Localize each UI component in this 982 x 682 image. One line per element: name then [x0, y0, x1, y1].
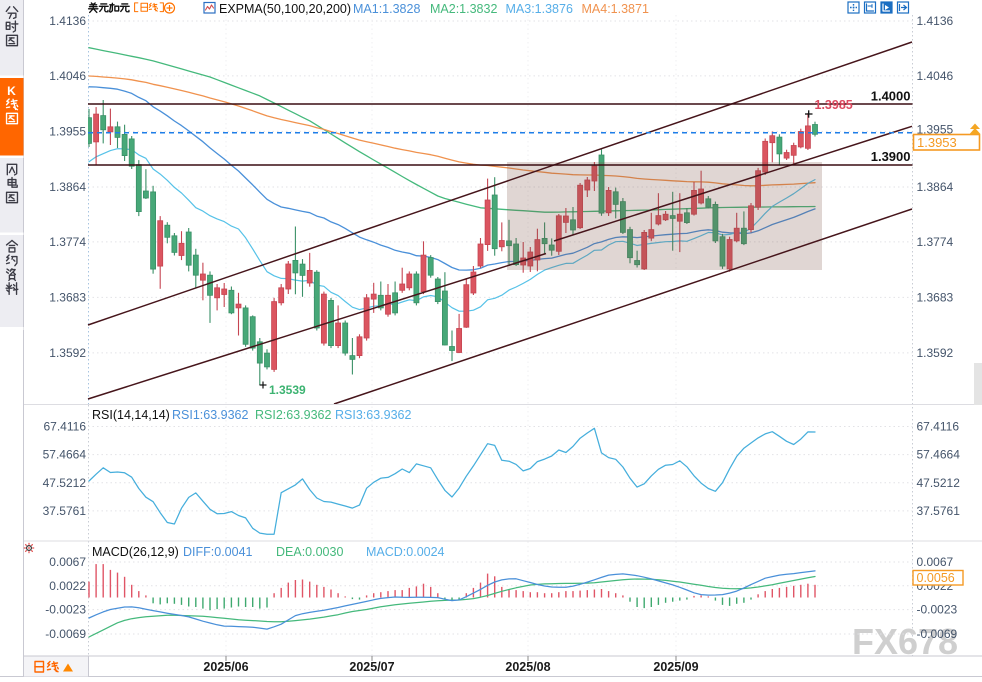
svg-text:1.3774: 1.3774	[49, 235, 86, 249]
svg-text:1.3955: 1.3955	[917, 123, 954, 137]
svg-text:K: K	[7, 84, 16, 98]
svg-text:1.4046: 1.4046	[49, 69, 86, 83]
svg-text:RSI(14,14,14): RSI(14,14,14)	[92, 408, 170, 422]
svg-text:-0.0023: -0.0023	[917, 603, 958, 617]
svg-text:1.3683: 1.3683	[49, 290, 86, 304]
svg-text:67.4116: 67.4116	[44, 420, 87, 434]
svg-text:1.3985: 1.3985	[815, 98, 853, 112]
svg-text:-0.0069: -0.0069	[45, 627, 86, 641]
svg-text:47.5212: 47.5212	[917, 476, 961, 490]
svg-text:0.0056: 0.0056	[917, 571, 955, 585]
svg-text:MA4:1.3871: MA4:1.3871	[582, 2, 649, 16]
svg-text:RSI2:63.9362: RSI2:63.9362	[255, 408, 331, 422]
svg-text:1.3592: 1.3592	[49, 346, 86, 360]
svg-text:1.4046: 1.4046	[917, 69, 954, 83]
svg-text:1.3953: 1.3953	[917, 135, 957, 150]
svg-text:RSI1:63.9362: RSI1:63.9362	[172, 408, 248, 422]
svg-text:57.4664: 57.4664	[917, 448, 961, 462]
svg-text:1.3864: 1.3864	[49, 180, 86, 194]
svg-text:DEA:0.0030: DEA:0.0030	[276, 545, 343, 559]
svg-text:47.5212: 47.5212	[43, 476, 87, 490]
svg-text:1.3900: 1.3900	[871, 149, 911, 164]
svg-text:2025/08: 2025/08	[505, 660, 550, 674]
svg-text:1.3592: 1.3592	[917, 346, 954, 360]
svg-text:0.0022: 0.0022	[49, 579, 86, 593]
svg-text:MACD(26,12,9): MACD(26,12,9)	[92, 545, 179, 559]
svg-text:1.3539: 1.3539	[269, 383, 306, 397]
svg-text:1.3683: 1.3683	[917, 290, 954, 304]
svg-text:-0.0069: -0.0069	[917, 627, 958, 641]
svg-text:2025/07: 2025/07	[349, 660, 394, 674]
svg-text:-0.0023: -0.0023	[45, 603, 86, 617]
svg-text:1.4136: 1.4136	[917, 14, 954, 28]
svg-text:57.4664: 57.4664	[43, 448, 87, 462]
svg-text:MA3:1.3876: MA3:1.3876	[506, 2, 573, 16]
svg-text:2025/09: 2025/09	[653, 660, 698, 674]
svg-text:MA1:1.3828: MA1:1.3828	[353, 2, 420, 16]
svg-text:67.4116: 67.4116	[917, 420, 960, 434]
svg-text:37.5761: 37.5761	[43, 504, 87, 518]
svg-text:1.3774: 1.3774	[917, 235, 954, 249]
svg-text:RSI3:63.9362: RSI3:63.9362	[335, 408, 411, 422]
svg-text:37.5761: 37.5761	[917, 504, 961, 518]
svg-text:2025/06: 2025/06	[203, 660, 248, 674]
svg-text:0.0067: 0.0067	[917, 555, 954, 569]
svg-text:MACD:0.0024: MACD:0.0024	[366, 545, 445, 559]
svg-text:1.4136: 1.4136	[49, 14, 86, 28]
svg-text:1.4000: 1.4000	[871, 89, 911, 104]
svg-text:MA2:1.3832: MA2:1.3832	[430, 2, 497, 16]
svg-text:FX678: FX678	[852, 621, 958, 662]
svg-text:EXPMA(50,100,20,200): EXPMA(50,100,20,200)	[219, 2, 351, 16]
svg-text:1.3864: 1.3864	[917, 180, 954, 194]
svg-text:DIFF:0.0041: DIFF:0.0041	[183, 545, 253, 559]
svg-text:0.0067: 0.0067	[49, 555, 86, 569]
svg-text:1.3955: 1.3955	[49, 124, 86, 138]
